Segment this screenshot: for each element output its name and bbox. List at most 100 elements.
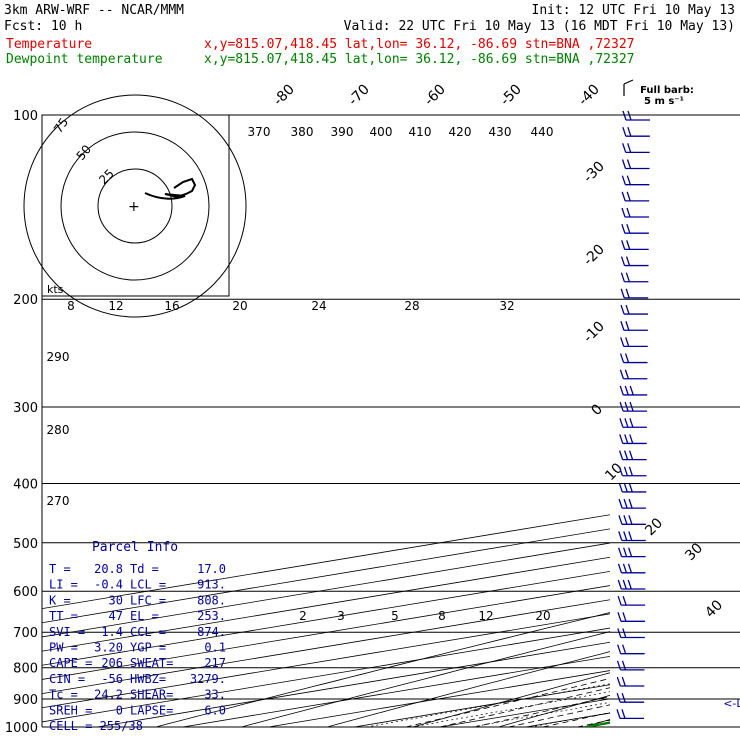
hodograph-ring-2 — [60, 131, 210, 281]
wind-barb-icon — [621, 240, 649, 251]
isotherm--90 — [42, 570, 610, 666]
moist-adiabat-32 — [714, 299, 740, 727]
isotherm-label-top: -80 — [270, 81, 297, 108]
moist-adiabat-16 — [577, 719, 610, 727]
wind-barb-icon — [616, 709, 644, 720]
isotherm--20 — [268, 670, 610, 727]
isotherm--110 — [42, 542, 610, 638]
level-annotation: <-LCL — [723, 697, 740, 710]
parcel-value: 33. — [204, 688, 226, 702]
isotherm--10 — [354, 684, 610, 727]
isotherm--80 — [42, 585, 610, 680]
wind-legend-title: Full barb: — [640, 85, 694, 96]
parcel-label: HWBZ= — [130, 672, 166, 686]
wind-legend-units: 5 m s⁻¹ — [644, 96, 684, 107]
wind-barb-icon — [619, 418, 647, 428]
moist-adiabat-28 — [680, 299, 740, 727]
parcel-label: SWEAT= — [130, 656, 173, 670]
valid-time: Valid: 22 UTC Fri 10 May 13 (16 MDT Fri … — [344, 19, 735, 34]
parcel-label: LCL = — [130, 578, 166, 592]
parcel-value: 17.0 — [197, 562, 226, 576]
wind-barb-icon — [621, 175, 650, 186]
wind-barb-icon — [622, 110, 650, 121]
isotherm-label-right: -10 — [580, 318, 607, 345]
parcel-label: LFC = — [130, 593, 166, 607]
wind-barb-icon — [618, 515, 646, 525]
dry-adiabat-250 — [240, 631, 610, 727]
parcel-value: 47 — [109, 609, 123, 623]
moist-adiabat-20 — [611, 299, 740, 727]
isotherm--70 — [42, 599, 610, 695]
isotherm-label-right: 40 — [702, 597, 726, 621]
wind-barb-icon — [620, 321, 648, 331]
isotherm-label-top: -70 — [345, 81, 372, 108]
parcel-value: 20.8 — [94, 562, 123, 576]
parcel-info-panel: Parcel Info T = 20.8 Td = 17.0 LI = -0.4 LCL = 9… — [49, 540, 226, 733]
wind-barb-icon — [621, 191, 650, 202]
isotherm-0 — [439, 698, 610, 727]
parcel-value: 1.4 — [101, 625, 123, 639]
forecast-hour: Fcst: 10 h — [4, 19, 82, 34]
parcel-value: 808. — [197, 593, 226, 607]
isotherm-30 — [697, 115, 740, 727]
temperature-legend-info: x,y=815.07,418.45 lat,lon= 36.12, -86.69… — [204, 37, 634, 52]
parcel-label: SHEAR= — [130, 688, 173, 702]
wind-barb-icon — [618, 547, 646, 558]
wind-barb-icon — [617, 628, 645, 639]
wind-barb-icon — [620, 337, 648, 348]
parcel-value: 253. — [197, 609, 226, 623]
isentrope-label-top: 430 — [489, 125, 512, 139]
isentrope-label-top: 400 — [370, 125, 393, 139]
wind-barb-icon — [618, 531, 646, 542]
wind-barb-icon — [619, 385, 648, 396]
isotherm--60 — [42, 613, 610, 709]
wind-barb-icon — [619, 369, 648, 380]
pressure-label: 100 — [13, 109, 38, 124]
header: 3km ARW-WRF -- NCAR/MMM Init: 12 UTC Fri… — [4, 3, 735, 67]
pressure-labels: 100 200 300 400 500 600 700 800 900 1000 — [5, 109, 38, 736]
pressure-label: 300 — [13, 401, 38, 416]
pressure-label: 900 — [13, 693, 38, 708]
parcel-value: 206 — [101, 656, 123, 670]
profiles — [585, 721, 610, 727]
parcel-value: 217 — [204, 656, 226, 670]
wind-barb-icon — [620, 272, 649, 283]
wind-barb-icon — [621, 159, 650, 170]
dewpoint-legend-info: x,y=815.07,418.45 lat,lon= 36.12, -86.69… — [204, 52, 634, 67]
mixing-scale-label: 8 — [67, 299, 75, 313]
hodograph-trace — [144, 177, 197, 200]
wind-barb-icon — [619, 401, 648, 412]
wind-barbs — [616, 110, 650, 720]
dry-adiabat-260 — [325, 651, 610, 727]
mixing-ratio-label: 3 — [337, 609, 345, 623]
wind-barb-icon — [616, 660, 645, 671]
parcel-label: K = — [49, 593, 71, 607]
wind-barb-icon — [617, 612, 645, 622]
moist-adiabat-8 — [508, 704, 610, 727]
hodograph-box — [41, 114, 230, 297]
wind-barb-icon — [620, 304, 649, 315]
mixing-ratio-label: 2 — [299, 609, 307, 623]
mixing-ratio-label: 20 — [535, 609, 550, 623]
wind-barb-icon — [620, 256, 649, 267]
isentrope-label-top: 410 — [409, 125, 432, 139]
parcel-value: 3279. — [190, 672, 226, 686]
pressure-label: 200 — [13, 293, 38, 308]
isotherm-label-top: -60 — [421, 81, 448, 108]
isotherm-label-top: -40 — [575, 81, 602, 108]
mixing-scale-label: 24 — [311, 299, 326, 313]
wind-barb-icon — [618, 450, 647, 461]
pressure-label: 700 — [13, 626, 38, 641]
wind-barb-icon — [621, 223, 649, 234]
wind-barb-icon — [618, 482, 647, 493]
parcel-label: Tc = — [49, 688, 78, 702]
dewpoint-line — [585, 721, 610, 727]
isotherm-label-top: -50 — [497, 81, 524, 108]
wind-barb-icon — [617, 563, 646, 574]
isotherm-label-right: -30 — [580, 158, 607, 185]
parcel-value: -56 — [101, 672, 123, 686]
mixing-scale-label: 28 — [404, 299, 419, 313]
